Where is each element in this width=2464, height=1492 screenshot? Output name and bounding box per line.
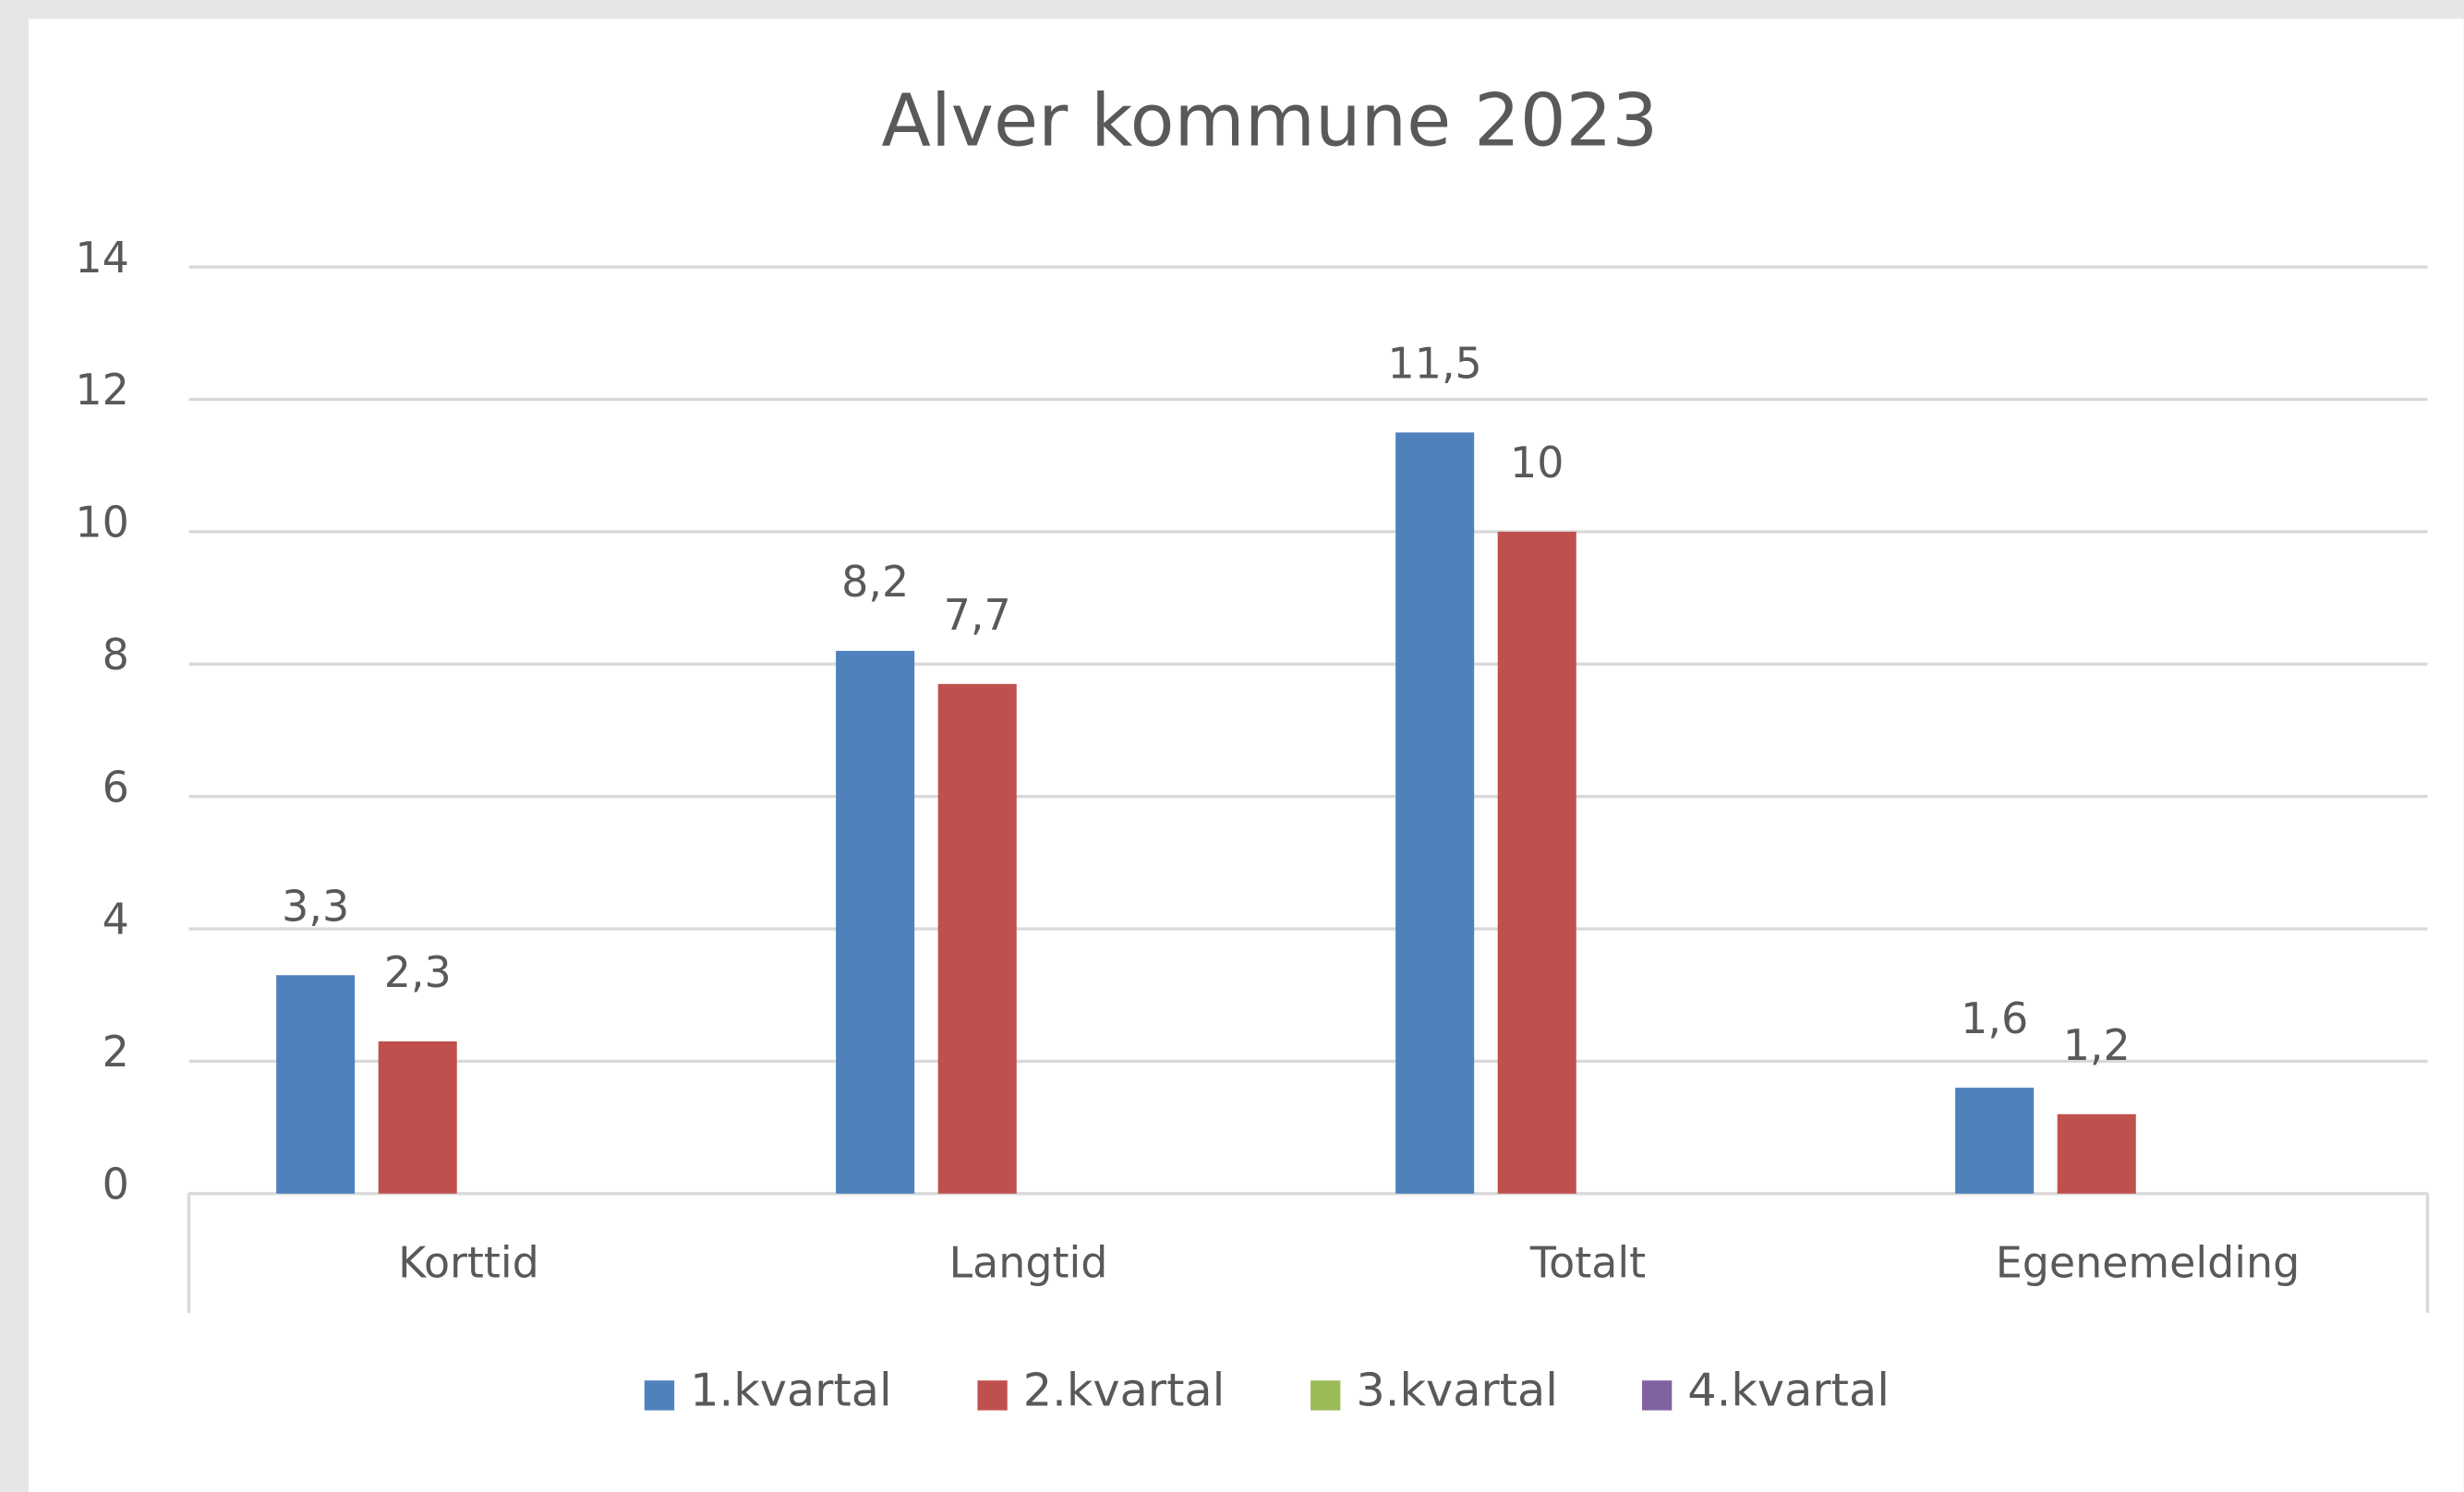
data-label: 3,3 [282, 881, 349, 931]
legend-swatch [1641, 1380, 1673, 1411]
y-tick-label: 4 [103, 895, 129, 945]
bar [836, 650, 915, 1194]
legend-swatch [644, 1380, 675, 1411]
data-label: 7,7 [944, 590, 1011, 640]
y-tick-label: 0 [103, 1159, 129, 1209]
data-label: 11,5 [1388, 338, 1482, 388]
legend-label: 4.kvartal [1687, 1363, 1890, 1416]
chart-area [28, 18, 2464, 1492]
bar [1497, 531, 1576, 1194]
y-tick-label: 2 [103, 1027, 129, 1077]
bar [2057, 1113, 2136, 1194]
legend-label: 2.kvartal [1023, 1363, 1226, 1416]
x-tick-label: Korttid [398, 1238, 539, 1288]
x-tick-label: Egenemelding [1996, 1238, 2301, 1288]
bar [1395, 432, 1475, 1194]
y-tick-label: 14 [75, 233, 128, 283]
x-tick-label: Totalt [1529, 1238, 1646, 1288]
data-label: 10 [1510, 438, 1564, 487]
y-tick-label: 12 [75, 365, 128, 415]
y-tick-label: 6 [103, 762, 129, 812]
bar [1955, 1088, 2035, 1194]
legend-label: 3.kvartal [1356, 1363, 1558, 1416]
bar [937, 683, 1017, 1194]
y-tick-label: 8 [103, 630, 129, 680]
x-tick-label: Langtid [949, 1238, 1108, 1288]
data-label: 2,3 [384, 947, 452, 997]
legend-swatch [977, 1380, 1008, 1411]
chart-title: Alver kommune 2023 [881, 79, 1658, 163]
bar [276, 975, 356, 1194]
legend-label: 1.kvartal [690, 1363, 892, 1416]
legend-swatch [1311, 1380, 1341, 1411]
data-label: 1,2 [2063, 1020, 2131, 1070]
data-label: 1,6 [1961, 993, 2028, 1043]
data-label: 8,2 [841, 557, 909, 607]
bar [378, 1041, 457, 1194]
y-tick-label: 10 [75, 498, 128, 547]
